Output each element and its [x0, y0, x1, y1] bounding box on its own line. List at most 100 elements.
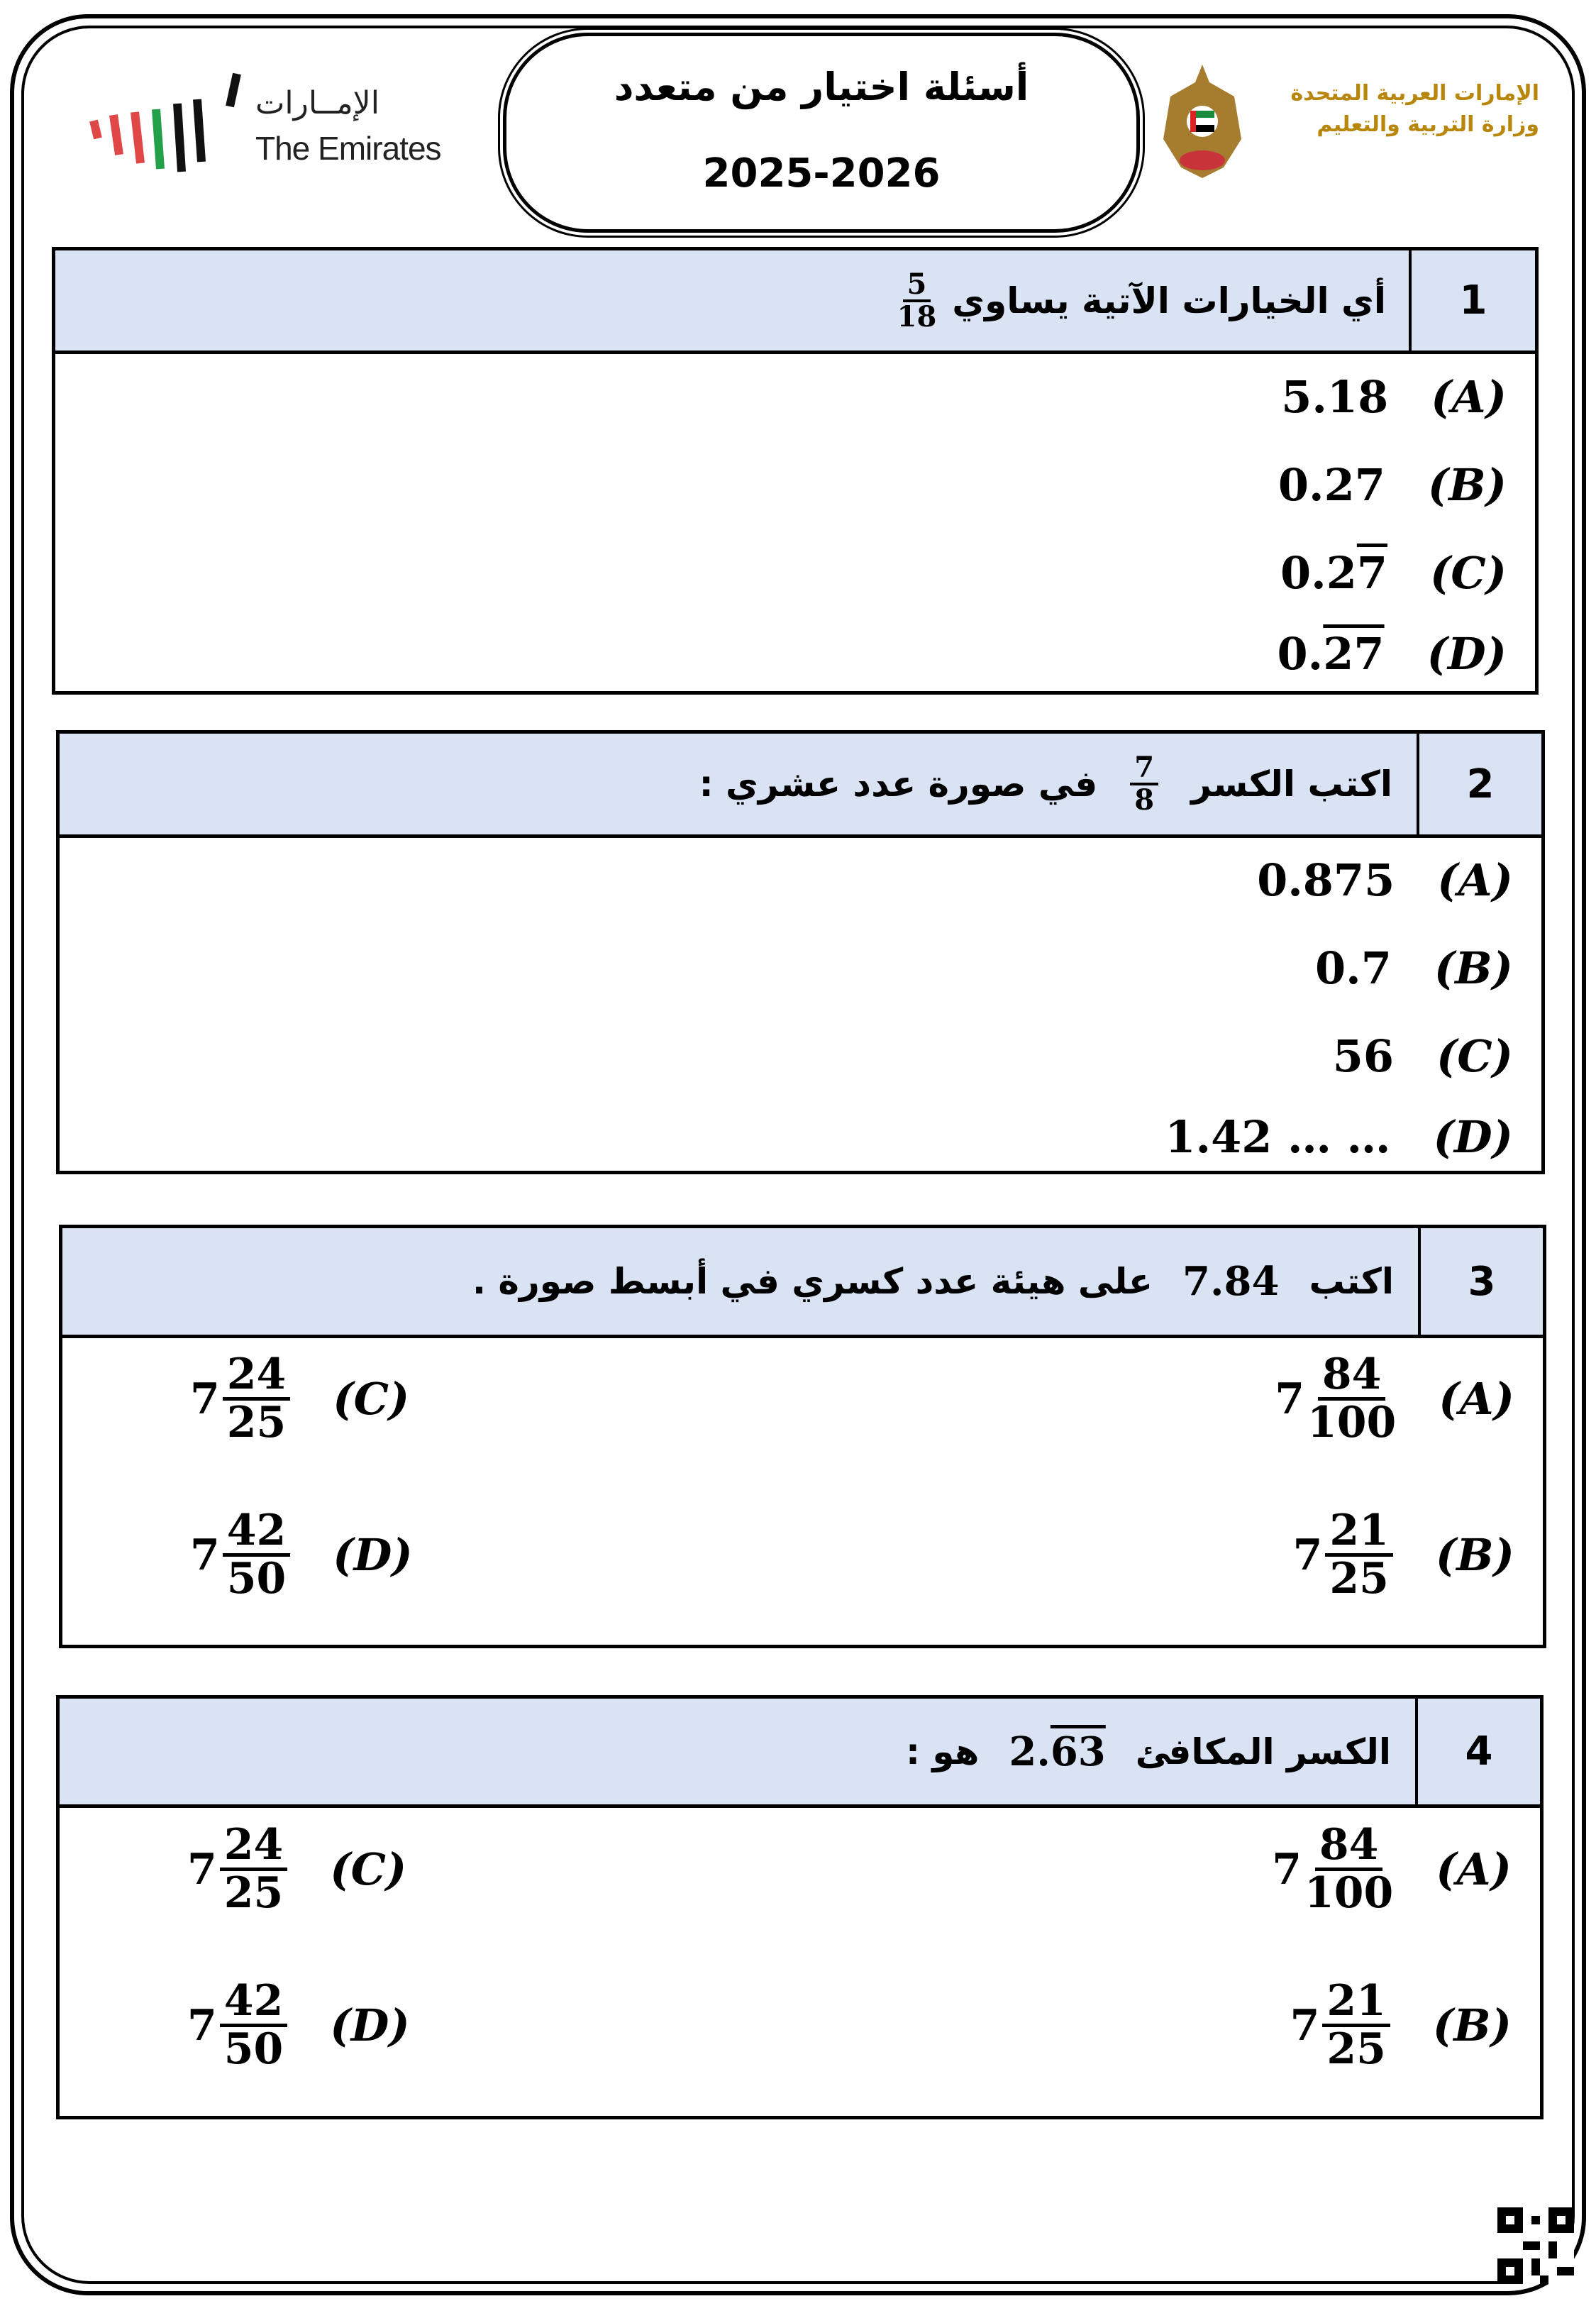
emirates-logo: الإمــارات The Emirates [85, 64, 504, 177]
option-label: (B) [1434, 942, 1513, 994]
option-value: 0.2 [1280, 547, 1357, 599]
numerator: 42 [219, 1979, 288, 2027]
question-1-header: 1 أي الخيارات الآتية يساوي 5 18 [55, 250, 1535, 354]
option-value: 0.7 [1315, 942, 1392, 994]
question-3-prompt-end: على هيئة عدد كسري في أبسط صورة . [472, 1261, 1153, 1302]
emirates-logo-arabic: الإمــارات [255, 85, 379, 121]
whole-part: 7 [187, 2000, 217, 2051]
whole-part: 7 [187, 1844, 217, 1894]
option-label: (B) [1435, 1529, 1514, 1581]
question-number: 2 [1417, 734, 1541, 834]
option-d[interactable]: 0.27 (D) [1278, 628, 1507, 680]
option-a[interactable]: 0.875 (A) [1257, 854, 1513, 906]
option-c[interactable]: 7 24 25 (C) [190, 1352, 409, 1445]
mixed-number: 7 42 50 [187, 1979, 288, 2074]
option-value: 56 [1332, 1030, 1394, 1082]
ministry-logo: الإمارات العربية المتحدة وزارة التربية و… [1156, 61, 1539, 182]
denominator: 100 [1304, 1868, 1394, 1918]
option-d[interactable]: 7 42 50 (D) [187, 1979, 410, 2072]
numerator: 42 [222, 1508, 291, 1557]
option-label: (B) [1427, 459, 1507, 511]
mixed-number: 7 84 100 [1275, 1352, 1396, 1445]
numerator: 7 [1130, 753, 1159, 785]
option-label: (D) [1426, 628, 1507, 680]
denominator: 100 [1307, 1398, 1397, 1447]
whole-part: 7 [190, 1530, 220, 1580]
option-label: (C) [330, 1843, 407, 1895]
emirates-logo-english: The Emirates [255, 130, 442, 167]
option-label: (A) [1437, 854, 1513, 906]
option-a[interactable]: 5.18 (A) [1281, 371, 1507, 423]
option-label: (A) [1431, 371, 1507, 423]
denominator: 25 [1329, 1554, 1389, 1604]
question-number: 3 [1418, 1228, 1543, 1335]
denominator: 8 [1134, 783, 1155, 817]
option-label: (D) [330, 1999, 410, 2051]
question-4: 4 الكسر المكافئ 2.63 هو : 7 84 100 (A) 7 21 2… [56, 1695, 1544, 2119]
denominator: 25 [1326, 2024, 1386, 2074]
decimal-value: 7.84 [1182, 1258, 1280, 1305]
question-3: 3 اكتب 7.84 على هيئة عدد كسري في أبسط صو… [59, 1225, 1546, 1648]
numerator: 84 [1317, 1352, 1386, 1401]
ministry-country-name: الإمارات العربية المتحدة [1290, 81, 1539, 106]
numerator: 24 [219, 1823, 288, 1871]
denominator: 50 [226, 1554, 287, 1604]
falcon-emblem-icon [1163, 65, 1241, 178]
option-value: 5.18 [1281, 371, 1389, 423]
option-value: 0. [1277, 628, 1324, 680]
option-value: 0.875 [1257, 854, 1395, 906]
option-value: 0.27 [1278, 459, 1385, 511]
option-a[interactable]: 7 84 100 (A) [1275, 1352, 1514, 1445]
option-b[interactable]: 7 21 25 (B) [1293, 1508, 1514, 1601]
numerator: 21 [1325, 1508, 1393, 1557]
question-1: 1 أي الخيارات الآتية يساوي 5 18 5.18 (A) 0… [52, 247, 1539, 695]
mixed-number: 7 24 25 [187, 1823, 288, 1916]
mixed-number: 7 84 100 [1272, 1823, 1393, 1916]
repeating-digits: 63 [1050, 1728, 1106, 1775]
numerator: 84 [1314, 1823, 1383, 1871]
option-label: (C) [1436, 1030, 1513, 1082]
qr-code-icon[interactable] [1497, 2207, 1574, 2284]
whole-part: 7 [1292, 1530, 1323, 1580]
ministry-name: وزارة التربية والتعليم [1317, 112, 1539, 137]
option-b[interactable]: 7 21 25 (B) [1290, 1979, 1512, 2072]
option-label: (C) [333, 1373, 410, 1425]
fraction: 5 18 [897, 269, 937, 332]
whole-part: 7 [190, 1374, 220, 1424]
option-label: (A) [1436, 1843, 1512, 1895]
question-4-header: 4 الكسر المكافئ 2.63 هو : [60, 1699, 1540, 1808]
option-label: (A) [1439, 1373, 1514, 1425]
mixed-number: 7 42 50 [190, 1508, 291, 1604]
option-b[interactable]: 0.7 (B) [1315, 942, 1513, 994]
whole-part: 7 [1290, 2000, 1320, 2051]
question-number: 4 [1415, 1699, 1540, 1804]
denominator: 50 [223, 2024, 284, 2074]
page-border-inner [21, 26, 1575, 2284]
numerator: 5 [902, 269, 931, 302]
option-label: (D) [333, 1529, 413, 1581]
question-3-prompt-start: اكتب [1309, 1261, 1394, 1302]
option-label: (C) [1429, 547, 1507, 599]
numerator: 21 [1322, 1979, 1390, 2027]
question-text: اكتب 7.84 على هيئة عدد كسري في أبسط صورة… [472, 1228, 1394, 1335]
question-4-prompt-start: الكسر المكافئ [1135, 1731, 1391, 1772]
question-text: الكسر المكافئ 2.63 هو : [906, 1699, 1391, 1804]
emirates-bars-icon [89, 72, 241, 172]
option-a[interactable]: 7 84 100 (A) [1272, 1823, 1512, 1916]
option-d[interactable]: 1.42 … … (D) [1165, 1111, 1513, 1163]
option-c[interactable]: 7 24 25 (C) [187, 1823, 406, 1916]
question-1-prompt: أي الخيارات الآتية يساوي [952, 280, 1386, 321]
academic-year: 2025-2026 [702, 150, 941, 197]
option-b[interactable]: 0.27 (B) [1278, 459, 1507, 511]
option-c[interactable]: 56 (C) [1333, 1030, 1513, 1082]
repeating-decimal: 2.63 [1009, 1728, 1105, 1775]
question-2-prompt-end: في صورة عدد عشري : [699, 763, 1098, 805]
option-d[interactable]: 7 42 50 (D) [190, 1508, 413, 1601]
question-text: أي الخيارات الآتية يساوي 5 18 [897, 250, 1386, 351]
page-title: أسئلة اختيار من متعدد [614, 65, 1029, 109]
option-c[interactable]: 0.27 (C) [1280, 547, 1507, 599]
